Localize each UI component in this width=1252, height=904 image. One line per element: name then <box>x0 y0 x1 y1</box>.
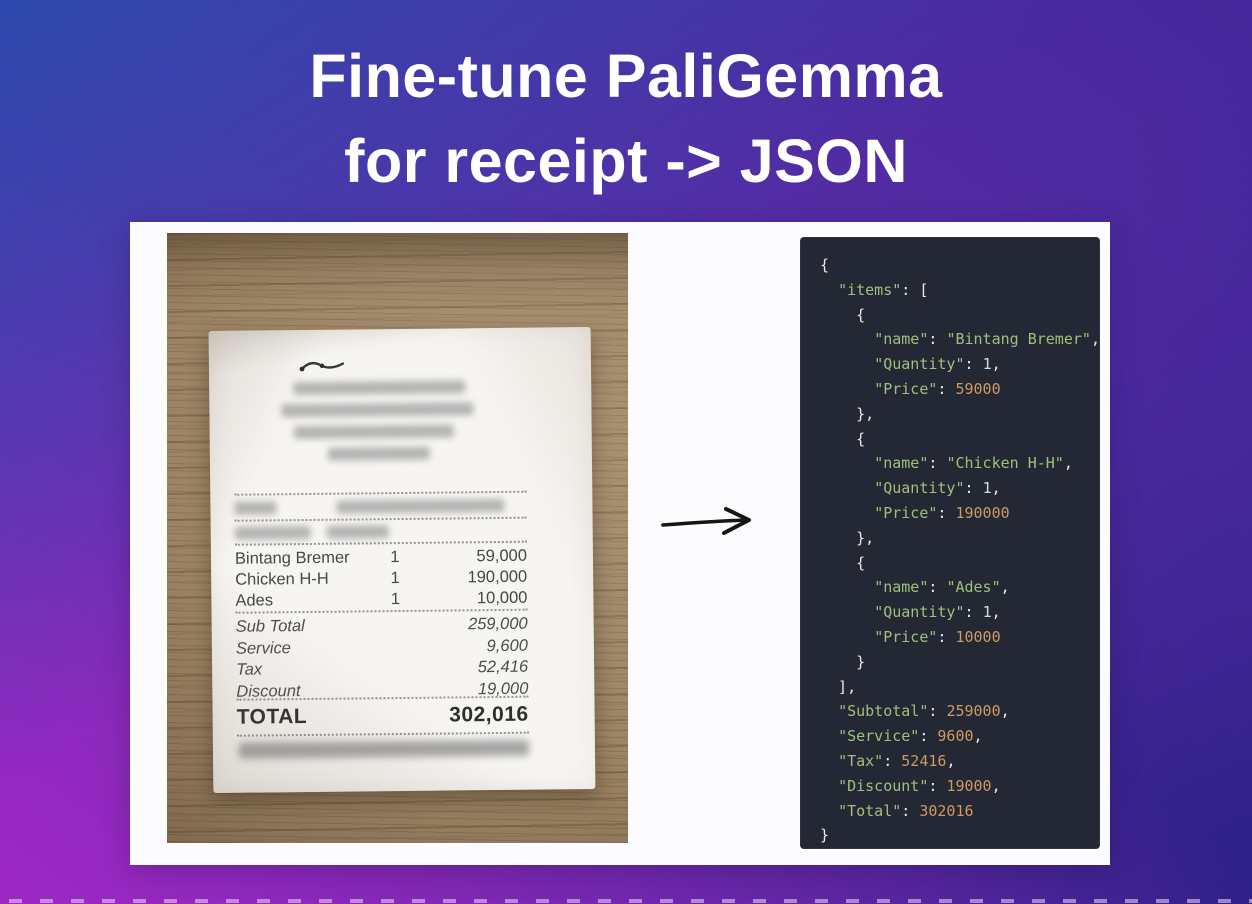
dotted-separator <box>236 731 529 737</box>
right-arrow-icon <box>661 507 751 535</box>
total-line-value: 52,416 <box>477 657 529 677</box>
code-line: } <box>820 652 866 671</box>
code-line: ], <box>820 677 857 696</box>
code-line: "Discount": 19000, <box>838 776 1001 795</box>
title-line-2: for receipt -> JSON <box>344 127 908 195</box>
code-line: } <box>820 826 830 845</box>
code-line: "name": "Bintang Bremer", <box>874 330 1100 349</box>
receipt-item-row: Ades 1 10,000 <box>235 588 527 612</box>
code-line: "Price": 59000 <box>874 379 1001 398</box>
item-name: Bintang Bremer <box>234 548 350 568</box>
code-line: { <box>820 553 866 572</box>
receipt-item-row: Bintang Bremer 1 59,000 <box>235 546 527 570</box>
staple-mark-icon <box>299 361 345 372</box>
receipt-total-line: Service 9,600 <box>236 635 528 660</box>
code-line: { <box>820 256 830 274</box>
total-line-value: 9,600 <box>486 636 528 655</box>
code-line: { <box>820 305 866 324</box>
receipt-total-line: Sub Total 259,000 <box>236 614 528 639</box>
receipt-paper: Bintang Bremer 1 59,000 Chicken H-H 1 190,000… <box>208 327 596 793</box>
total-line-label: Sub Total <box>235 617 305 636</box>
code-line: "Tax": 52416, <box>838 751 956 770</box>
bottom-tick-marks <box>0 899 1252 903</box>
receipt-item-row: Chicken H-H 1 190,000 <box>235 567 527 591</box>
item-price: 59,000 <box>476 546 528 566</box>
receipt-total-row: TOTAL 302,016 <box>237 703 529 730</box>
receipt-total-line: Tax 52,416 <box>236 657 528 682</box>
item-name: Chicken H-H <box>235 569 329 589</box>
code-line: }, <box>820 404 875 423</box>
code-line: }, <box>820 528 875 547</box>
receipt-items: Bintang Bremer 1 59,000 Chicken H-H 1 190,000… <box>235 546 528 612</box>
total-line-label: Service <box>235 638 292 658</box>
dotted-separator <box>234 516 527 522</box>
total-line-value: 259,000 <box>467 614 528 634</box>
code-line: "items": [ <box>838 280 929 299</box>
total-line-label: Tax <box>236 660 263 679</box>
total-value: 302,016 <box>449 702 529 727</box>
total-label: TOTAL <box>236 705 308 729</box>
redacted-text-line <box>234 501 277 515</box>
item-price: 190,000 <box>467 567 528 587</box>
redacted-text-line <box>293 380 466 396</box>
code-line: "Subtotal": 259000, <box>838 702 1010 721</box>
json-code-panel: { "items": [ { "name": "Bintang Bremer",… <box>800 237 1100 849</box>
content-card: Bintang Bremer 1 59,000 Chicken H-H 1 190,000… <box>130 222 1110 865</box>
code-line: "Price": 10000 <box>874 627 1001 646</box>
code-line: "name": "Chicken H-H", <box>874 454 1073 473</box>
redacted-text-line <box>326 525 389 539</box>
code-line: "Price": 190000 <box>874 503 1010 522</box>
dotted-separator <box>234 540 527 546</box>
code-line: "Quantity": 1, <box>874 603 1001 622</box>
code-line: { <box>820 429 866 448</box>
code-line: "name": "Ades", <box>874 578 1010 597</box>
title-line-1: Fine-tune PaliGemma <box>309 42 943 110</box>
redacted-text-line <box>336 498 505 514</box>
json-code: { "items": [ { "name": "Bintang Bremer",… <box>820 253 1099 848</box>
redacted-text-line <box>281 402 474 418</box>
redacted-text-line <box>293 424 454 440</box>
redacted-footer-line <box>238 739 530 759</box>
item-qty: 1 <box>390 548 400 567</box>
item-qty: 1 <box>390 590 401 609</box>
receipt-photo: Bintang Bremer 1 59,000 Chicken H-H 1 190,000… <box>167 233 628 843</box>
code-line: "Quantity": 1, <box>874 479 1001 498</box>
item-price: 10,000 <box>476 588 528 608</box>
receipt-totals: Sub Total 259,000 Service 9,600 Tax 52,416 Dis… <box>236 614 529 703</box>
code-line: "Quantity": 1, <box>874 355 1001 374</box>
redacted-text-line <box>327 446 430 461</box>
item-qty: 1 <box>390 569 400 588</box>
page-title: Fine-tune PaliGemma for receipt -> JSON <box>0 34 1252 204</box>
code-line: "Total": 302016 <box>838 801 974 820</box>
code-line: "Service": 9600, <box>838 727 983 746</box>
item-name: Ades <box>235 591 274 610</box>
redacted-text-line <box>234 525 311 540</box>
dotted-separator <box>234 490 527 496</box>
